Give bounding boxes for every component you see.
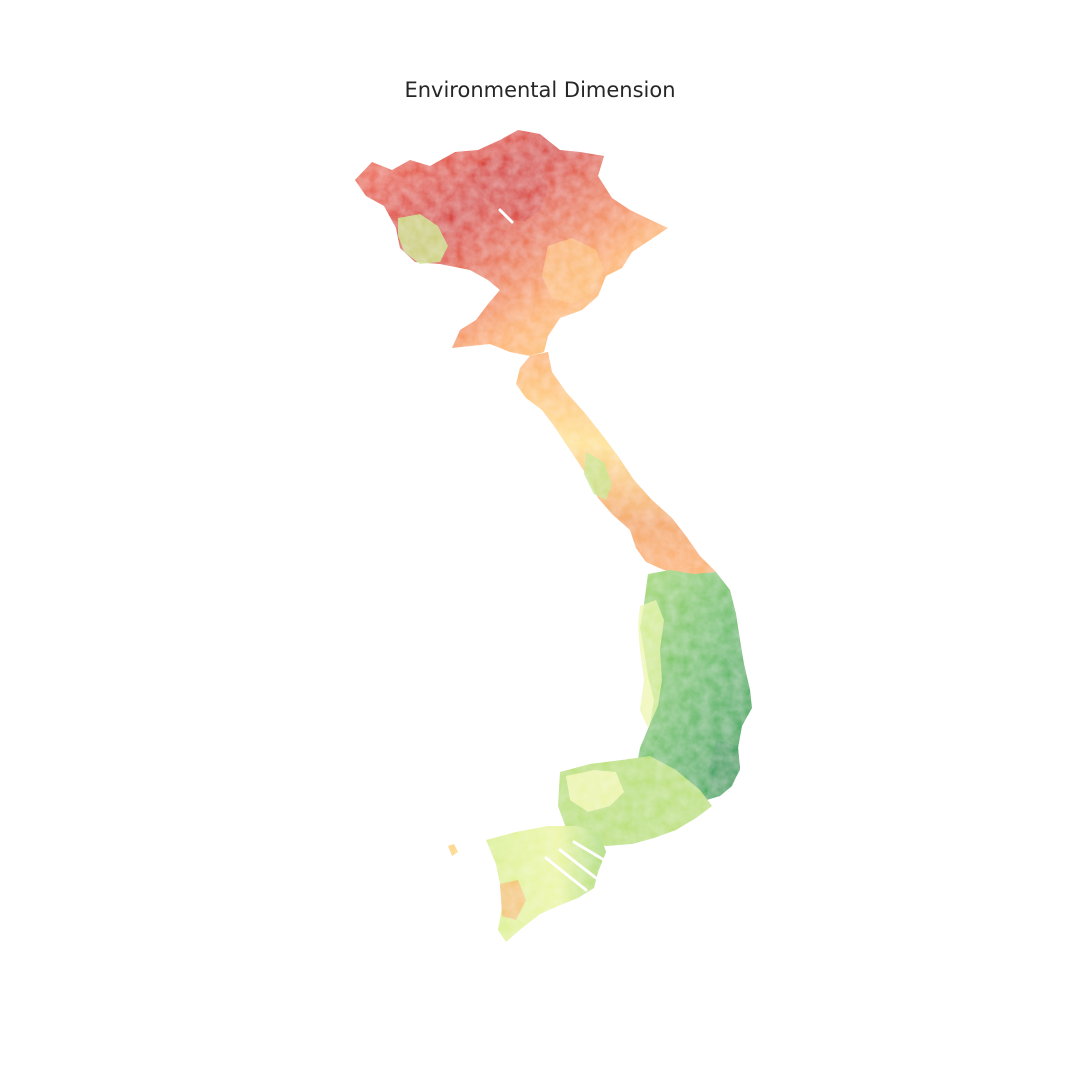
region-red-river-delta [542,238,604,304]
region-southeast-light [566,770,624,812]
river-channels [498,208,606,892]
region-island [448,844,458,856]
region-northeast-mountains [470,150,548,222]
region-west-green-patch [398,214,448,264]
region-delta-orange-patch [500,880,526,920]
region-central-strip-green [584,452,612,500]
region-south-central-coast [708,740,740,792]
region-northwest-highlands [355,130,668,356]
region-north-central-coast [516,352,716,580]
region-highlands-west-edge [638,600,664,728]
map-title: Environmental Dimension [404,78,676,102]
